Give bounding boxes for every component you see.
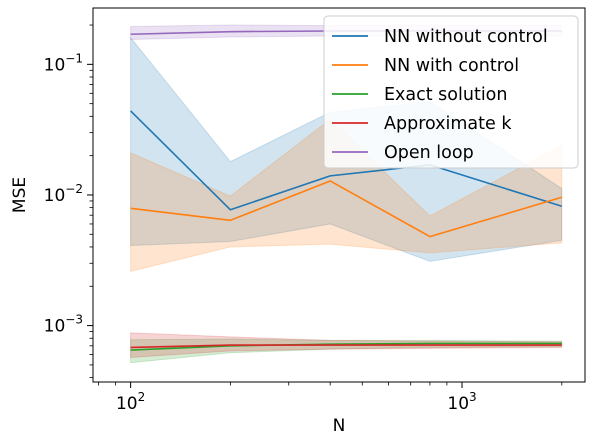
x-axis-ticks: 102 103	[98, 382, 563, 414]
legend-box	[323, 15, 579, 169]
legend-label-approximate-k: Approximate k	[384, 114, 512, 134]
band-nn-with-control	[130, 118, 563, 273]
y-axis-ticks: 10−3 10−2 10−1	[44, 24, 93, 378]
legend: NN without control NN with control Exact s…	[323, 15, 579, 169]
y-tick-label: 10−1	[44, 51, 83, 75]
y-tick-label: 10−2	[44, 182, 83, 206]
legend-label-open-loop: Open loop	[384, 143, 474, 163]
legend-label-nn-without-control: NN without control	[384, 27, 548, 47]
x-axis-label: N	[333, 416, 346, 436]
y-tick-label: 10−3	[44, 313, 83, 337]
legend-label-nn-with-control: NN with control	[384, 56, 519, 76]
x-tick-label: 102	[116, 390, 145, 414]
y-axis-label: MSE	[10, 177, 30, 213]
x-tick-label: 103	[447, 390, 476, 414]
legend-label-exact-solution: Exact solution	[384, 85, 507, 105]
